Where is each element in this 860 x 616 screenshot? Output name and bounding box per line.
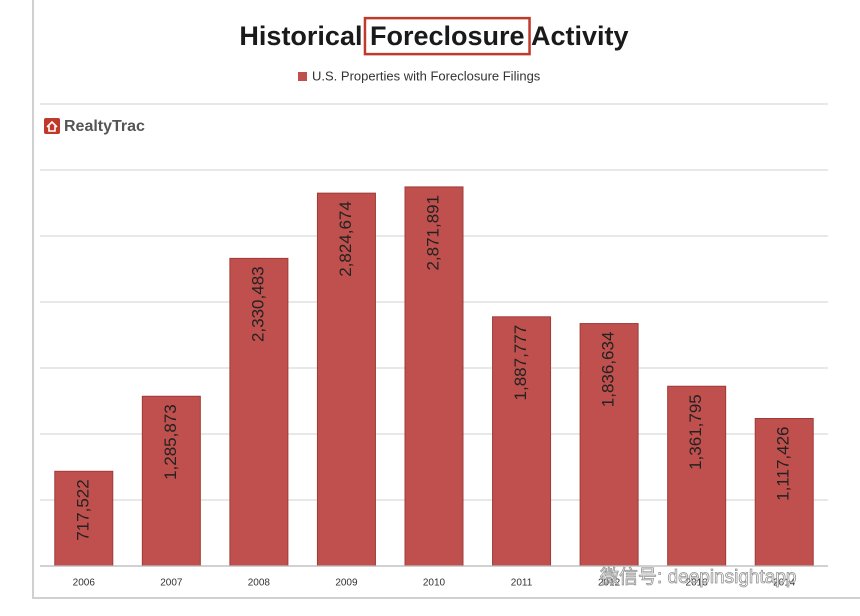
value-label: 2,330,483: [248, 266, 267, 342]
bar: [141, 395, 201, 567]
x-tick-label: 2013: [686, 578, 709, 589]
logo-icon: [44, 118, 60, 134]
bar: [579, 323, 639, 567]
value-label: 1,361,795: [686, 394, 705, 470]
legend-label: U.S. Properties with Foreclosure Filings: [312, 68, 541, 83]
logo-text: RealtyTrac: [64, 118, 145, 135]
logo-house: [46, 120, 58, 132]
watermark: 微信号: deepinsightapp: [600, 566, 796, 588]
bar: [229, 257, 289, 567]
x-tick-label: 2012: [598, 578, 621, 589]
chart-title: Historical Foreclosure Activity: [239, 21, 628, 51]
value-label: 2,871,891: [423, 195, 442, 271]
x-tick-label: 2010: [423, 578, 446, 589]
bar: [667, 385, 727, 567]
value-label: 717,522: [73, 479, 92, 540]
value-label: 1,836,634: [599, 332, 618, 408]
x-tick-label: 2014: [773, 578, 796, 589]
bar: [492, 316, 552, 567]
x-tick-label: 2006: [73, 578, 96, 589]
x-tick-label: 2008: [248, 578, 271, 589]
value-label: 1,887,777: [511, 325, 530, 401]
bar: [54, 470, 114, 567]
value-label: 2,824,674: [336, 201, 355, 277]
value-label: 1,285,873: [161, 404, 180, 480]
x-tick-label: 2009: [335, 578, 358, 589]
bar: [404, 186, 464, 567]
x-tick-label: 2011: [511, 578, 533, 589]
legend-swatch: [298, 72, 307, 81]
bar: [316, 192, 376, 567]
title-highlight: [363, 16, 531, 56]
bar: [754, 417, 814, 567]
x-tick-label: 2007: [160, 578, 183, 589]
value-label: 1,117,426: [774, 426, 793, 500]
